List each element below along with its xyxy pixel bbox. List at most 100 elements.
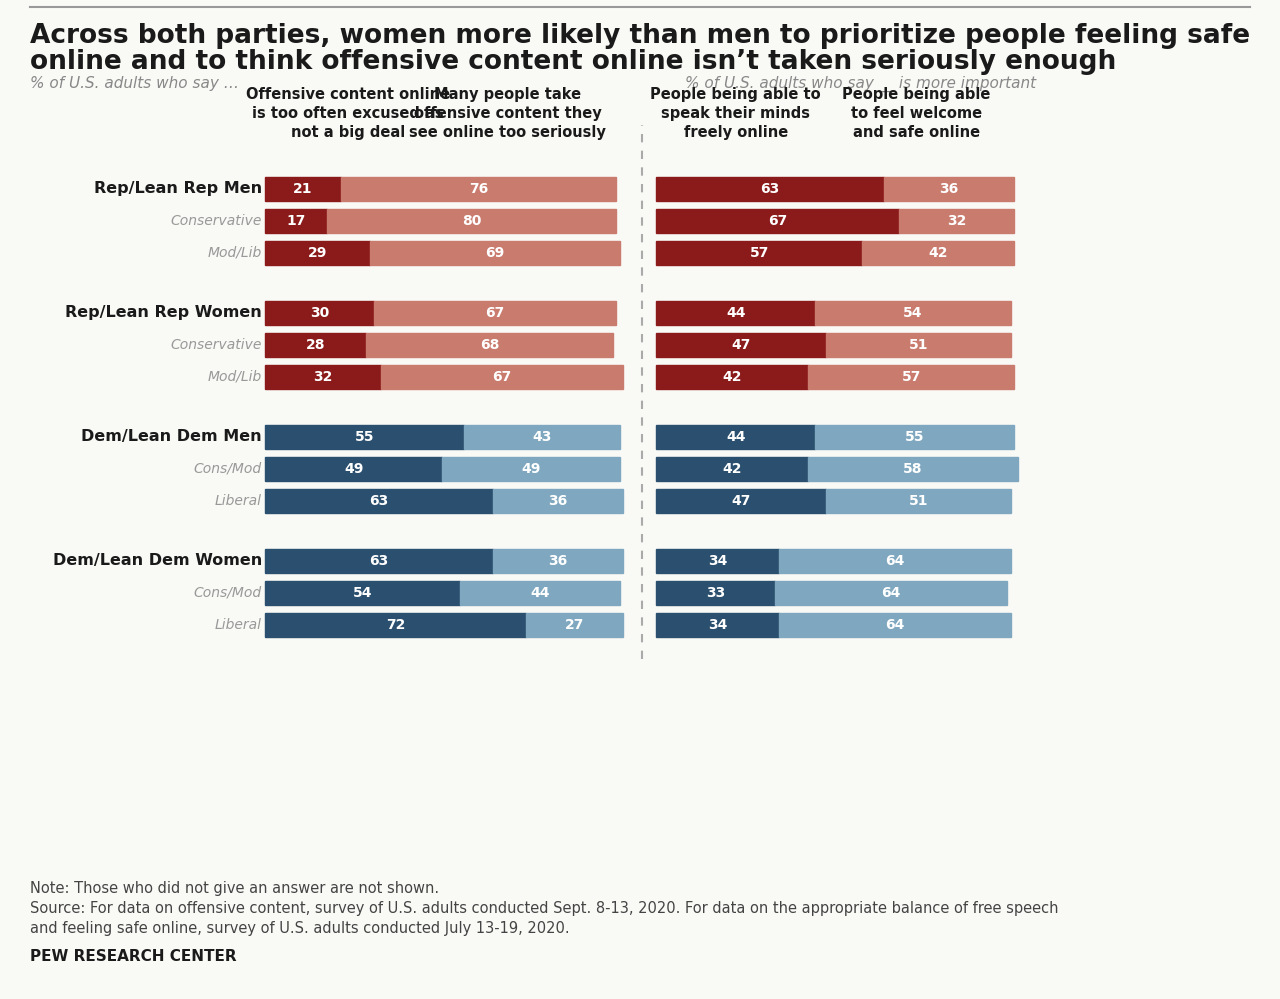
Text: Conservative: Conservative xyxy=(170,338,262,352)
Text: % of U.S. adults who say __ is more important: % of U.S. adults who say __ is more impo… xyxy=(685,76,1036,92)
Text: 68: 68 xyxy=(480,338,499,352)
Text: 54: 54 xyxy=(904,306,923,320)
Text: Liberal: Liberal xyxy=(215,618,262,632)
Bar xyxy=(808,365,1014,389)
Bar xyxy=(381,365,623,389)
Bar xyxy=(808,457,1018,481)
Text: 69: 69 xyxy=(485,246,504,260)
Text: 49: 49 xyxy=(344,462,364,476)
Bar xyxy=(826,489,1011,513)
Bar xyxy=(657,301,815,325)
Text: 51: 51 xyxy=(909,494,928,508)
Bar xyxy=(493,489,623,513)
Text: People being able to
speak their minds
freely online: People being able to speak their minds f… xyxy=(650,87,820,141)
Text: 28: 28 xyxy=(306,338,325,352)
Text: 42: 42 xyxy=(722,370,742,384)
Bar xyxy=(461,581,620,605)
Bar xyxy=(780,613,1011,637)
Text: Mod/Lib: Mod/Lib xyxy=(207,370,262,384)
Bar xyxy=(265,489,493,513)
Text: Rep/Lean Rep Men: Rep/Lean Rep Men xyxy=(93,182,262,197)
Bar xyxy=(265,581,461,605)
Text: 51: 51 xyxy=(909,338,928,352)
Bar xyxy=(526,613,623,637)
Bar xyxy=(265,301,374,325)
Text: 36: 36 xyxy=(940,182,959,196)
Bar xyxy=(815,425,1014,449)
Text: 55: 55 xyxy=(355,430,374,444)
Bar xyxy=(884,177,1014,201)
Text: 32: 32 xyxy=(314,370,333,384)
Text: 44: 44 xyxy=(726,306,745,320)
Text: 30: 30 xyxy=(310,306,329,320)
Bar xyxy=(265,177,340,201)
Bar xyxy=(443,457,620,481)
Text: 42: 42 xyxy=(928,246,948,260)
Text: 29: 29 xyxy=(307,246,328,260)
Bar xyxy=(265,333,366,357)
Bar xyxy=(465,425,620,449)
Text: 67: 67 xyxy=(493,370,512,384)
Text: 17: 17 xyxy=(287,214,306,228)
Text: 44: 44 xyxy=(530,586,550,600)
Bar xyxy=(265,241,370,265)
Bar xyxy=(815,301,1011,325)
Text: 34: 34 xyxy=(708,554,727,568)
Text: Many people take
offensive content they
see online too seriously: Many people take offensive content they … xyxy=(410,87,605,141)
Text: 42: 42 xyxy=(722,462,742,476)
Text: 27: 27 xyxy=(564,618,584,632)
Text: 54: 54 xyxy=(353,586,372,600)
Text: Cons/Mod: Cons/Mod xyxy=(193,462,262,476)
Bar xyxy=(366,333,613,357)
Text: Cons/Mod: Cons/Mod xyxy=(193,586,262,600)
Bar xyxy=(657,209,899,233)
Bar xyxy=(657,365,808,389)
Bar xyxy=(493,549,623,573)
Text: 47: 47 xyxy=(731,494,751,508)
Bar xyxy=(657,177,884,201)
Text: 33: 33 xyxy=(707,586,726,600)
Bar xyxy=(863,241,1014,265)
Text: 76: 76 xyxy=(468,182,488,196)
Text: 34: 34 xyxy=(708,618,727,632)
Bar xyxy=(657,489,826,513)
Text: Across both parties, women more likely than men to prioritize people feeling saf: Across both parties, women more likely t… xyxy=(29,23,1251,49)
Text: Conservative: Conservative xyxy=(170,214,262,228)
Text: Offensive content online
is too often excused as
not a big deal: Offensive content online is too often ex… xyxy=(246,87,451,141)
Bar xyxy=(265,613,526,637)
Text: 49: 49 xyxy=(521,462,540,476)
Text: 36: 36 xyxy=(549,494,568,508)
Text: Liberal: Liberal xyxy=(215,494,262,508)
Text: Note: Those who did not give an answer are not shown.: Note: Those who did not give an answer a… xyxy=(29,881,439,896)
Text: 57: 57 xyxy=(750,246,769,260)
Text: 63: 63 xyxy=(370,554,389,568)
Text: 67: 67 xyxy=(485,306,504,320)
Text: 64: 64 xyxy=(886,554,905,568)
Text: 55: 55 xyxy=(905,430,924,444)
Text: 80: 80 xyxy=(462,214,481,228)
Bar xyxy=(265,425,465,449)
Text: 58: 58 xyxy=(904,462,923,476)
Text: Dem/Lean Dem Men: Dem/Lean Dem Men xyxy=(82,430,262,445)
Bar xyxy=(657,613,780,637)
Text: Dem/Lean Dem Women: Dem/Lean Dem Women xyxy=(52,553,262,568)
Text: 32: 32 xyxy=(947,214,966,228)
Text: PEW RESEARCH CENTER: PEW RESEARCH CENTER xyxy=(29,949,237,964)
Bar xyxy=(776,581,1007,605)
Bar xyxy=(340,177,616,201)
Text: 36: 36 xyxy=(549,554,568,568)
Bar xyxy=(657,425,815,449)
Text: People being able
to feel welcome
and safe online: People being able to feel welcome and sa… xyxy=(842,87,991,141)
Text: 67: 67 xyxy=(768,214,787,228)
Bar xyxy=(657,457,808,481)
Text: Rep/Lean Rep Women: Rep/Lean Rep Women xyxy=(65,306,262,321)
Bar xyxy=(326,209,616,233)
Text: 57: 57 xyxy=(901,370,920,384)
Text: % of U.S. adults who say …: % of U.S. adults who say … xyxy=(29,76,239,91)
Bar xyxy=(657,241,863,265)
Bar xyxy=(899,209,1014,233)
Bar xyxy=(265,457,443,481)
Text: 47: 47 xyxy=(731,338,751,352)
Bar xyxy=(826,333,1011,357)
Bar xyxy=(657,333,826,357)
